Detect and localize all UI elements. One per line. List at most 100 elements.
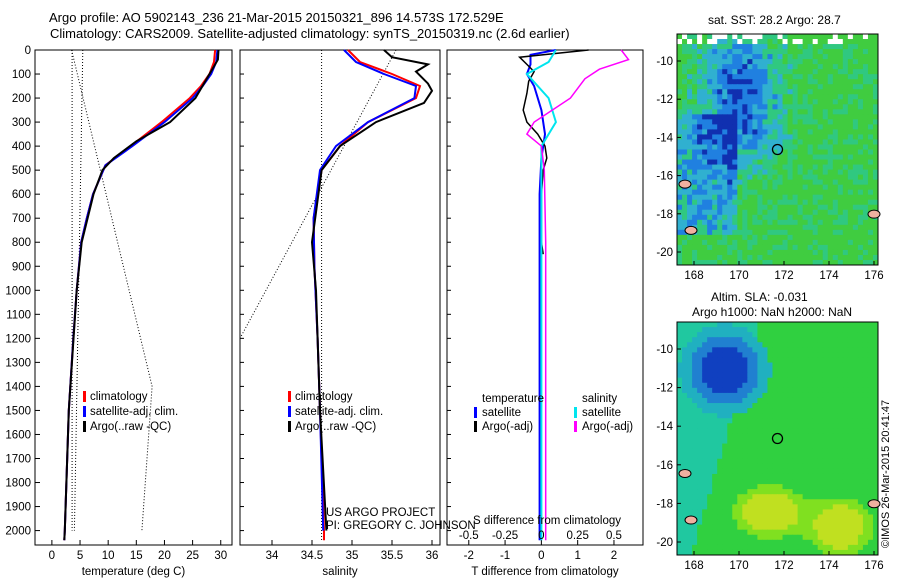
map-cell (807, 499, 814, 505)
map-cell (872, 479, 879, 485)
map-cell (737, 453, 743, 460)
map-cell (682, 134, 688, 140)
map-cell (872, 84, 879, 90)
map-cell (682, 159, 688, 166)
map-cell (727, 109, 733, 115)
map-cell (707, 64, 713, 70)
map-cell (782, 174, 789, 181)
map-cell (762, 64, 768, 70)
map-cell (697, 259, 703, 266)
map-cell (777, 229, 784, 236)
map-cell (712, 154, 718, 161)
map-cell (792, 49, 799, 55)
map-cell (777, 159, 784, 166)
map-cell (702, 59, 708, 65)
map-cell (757, 174, 763, 181)
map-cell (827, 403, 834, 409)
map-cell (787, 84, 794, 90)
map-cell (837, 134, 844, 140)
map-cell (732, 519, 738, 526)
map-cell (862, 504, 869, 510)
map-cell (762, 214, 768, 221)
map-cell (827, 504, 834, 510)
map-cell (757, 194, 763, 201)
map-cell (812, 59, 819, 65)
map-cell (707, 109, 713, 115)
map-cell (727, 219, 733, 226)
map-cell (727, 204, 733, 211)
map-cell (777, 114, 784, 120)
map-cell (767, 372, 773, 379)
map-cell (697, 342, 703, 348)
map-cell (797, 84, 804, 90)
map-cell (692, 448, 698, 455)
map-cell (812, 509, 819, 515)
map-cell (817, 549, 824, 556)
map-cell (862, 549, 869, 556)
map-cell (687, 194, 693, 201)
map-cell (757, 433, 763, 439)
map-cell (817, 408, 824, 414)
map-cell (837, 362, 844, 369)
map-cell (682, 74, 688, 80)
map-cell (852, 34, 859, 40)
map-cell (727, 234, 733, 241)
map-cell (732, 144, 738, 150)
map-cell (787, 114, 794, 120)
map-cell (747, 119, 753, 125)
map-cell (742, 534, 748, 541)
map-cell (757, 489, 763, 495)
map-cell (742, 184, 748, 191)
map-cell (692, 84, 698, 90)
map-cell (772, 249, 778, 256)
map-cell (717, 337, 723, 343)
map-cell (767, 259, 773, 266)
map-cell (767, 114, 773, 120)
map-cell (707, 209, 713, 216)
map-cell (872, 89, 879, 95)
map-cell (852, 337, 859, 343)
map-cell (772, 392, 778, 399)
map-cell (732, 214, 738, 221)
map-cell (702, 34, 708, 40)
map-cell (847, 438, 854, 445)
map-cell (812, 129, 819, 135)
map-cell (677, 479, 683, 485)
map-cell (777, 184, 784, 191)
map-cell (682, 49, 688, 55)
map-cell (682, 408, 688, 414)
map-cell (747, 134, 753, 140)
map-cell (767, 229, 773, 236)
map-cell (792, 327, 799, 333)
map-cell (727, 94, 733, 100)
map-cell (682, 94, 688, 100)
map-cell (737, 362, 743, 369)
map-cell (677, 539, 683, 546)
map-cell (742, 234, 748, 241)
map-cell (817, 423, 824, 429)
map-cell (832, 423, 839, 429)
map-cell (812, 54, 819, 60)
map-cell (702, 397, 708, 404)
map-cell (682, 44, 688, 50)
y-tick-label: 1100 (6, 309, 31, 321)
map-cell (697, 443, 703, 450)
map-cell (817, 342, 824, 348)
map-cell (717, 489, 723, 495)
map-cell (857, 209, 864, 216)
map-cell (772, 154, 778, 161)
map-cell (727, 99, 733, 105)
map-cell (722, 49, 728, 55)
map-cell (852, 154, 859, 161)
map-cell (697, 139, 703, 145)
map-cell (857, 94, 864, 100)
map-cell (697, 254, 703, 261)
island-landmass (678, 179, 692, 189)
map-cell (767, 184, 773, 191)
map-cell (772, 64, 778, 70)
map-cell (797, 144, 804, 150)
map-cell (817, 119, 824, 125)
map-cell (862, 489, 869, 495)
map-cell (817, 209, 824, 216)
map-cell (787, 94, 794, 100)
